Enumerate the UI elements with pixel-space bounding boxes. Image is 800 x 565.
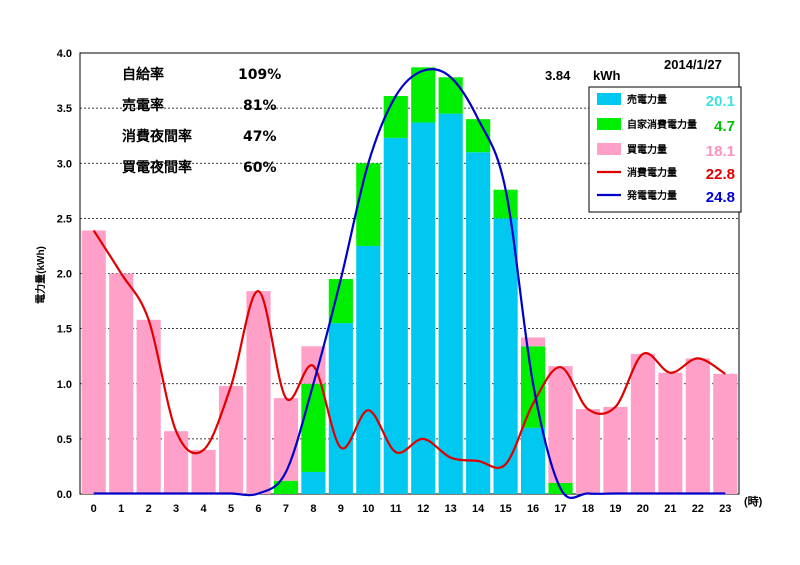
x-tick-label: 10: [362, 503, 374, 515]
x-tick-label: 14: [472, 503, 485, 515]
bar: [383, 95, 408, 138]
x-tick-label: 11: [390, 503, 402, 515]
bar: [411, 67, 436, 123]
x-tick-label: 9: [338, 503, 344, 515]
legend: 売電力量 20.1 自家消費電力量 4.7 買電力量 18.1 消費電力量 22.8 発電電力量…: [588, 86, 742, 213]
bar: [658, 372, 683, 494]
bar: [575, 409, 601, 494]
x-tick-label: 2: [146, 503, 152, 515]
y-tick-label: 2.0: [57, 269, 72, 281]
x-tick-label: 18: [582, 503, 594, 515]
stat-value: 60%: [243, 160, 277, 176]
legend-label: 消費電力量: [627, 166, 677, 179]
bar: [246, 291, 271, 494]
bar: [438, 77, 463, 114]
y-tick-label: 2.5: [57, 213, 72, 225]
legend-label: 売電力量: [627, 93, 667, 106]
bar: [328, 323, 353, 494]
x-tick-label: 0: [91, 503, 97, 515]
legend-value: 4.7: [714, 118, 735, 135]
x-tick-label: 22: [692, 503, 704, 515]
bar: [493, 218, 518, 494]
legend-label: 自家消費電力量: [627, 118, 697, 131]
bar: [218, 385, 244, 494]
stat-value: 81%: [243, 98, 277, 114]
y-tick-label: 3.0: [57, 158, 72, 170]
bar: [301, 471, 326, 494]
bar: [273, 480, 299, 494]
x-tick-label: 23: [719, 503, 731, 515]
bar: [356, 163, 381, 246]
x-tick-label: 13: [445, 503, 457, 515]
legend-value: 20.1: [706, 93, 735, 110]
peak-unit: kWh: [593, 68, 621, 83]
bar: [685, 358, 710, 494]
x-tick-label: 17: [554, 503, 566, 515]
bar: [191, 449, 216, 494]
bar: [411, 122, 436, 495]
bar: [301, 383, 326, 472]
x-tick-label: 15: [499, 503, 511, 515]
bar: [520, 337, 546, 347]
legend-swatch: [597, 118, 621, 130]
x-tick-label: 7: [283, 503, 289, 515]
bar: [630, 353, 655, 494]
x-tick-label: 12: [417, 503, 429, 515]
x-tick-label: 20: [637, 503, 649, 515]
bar: [164, 431, 189, 494]
y-tick-label: 0.5: [57, 434, 72, 446]
legend-label: 買電力量: [627, 143, 667, 156]
x-tick-label: 3: [173, 503, 179, 515]
bar: [713, 373, 738, 494]
bar: [383, 137, 408, 494]
x-tick-label: 16: [527, 503, 539, 515]
series-line: [92, 229, 726, 469]
y-tick-label: 0.0: [57, 489, 72, 501]
legend-value: 24.8: [706, 189, 735, 206]
line-series: [92, 68, 726, 499]
y-tick-label: 3.5: [57, 103, 72, 115]
bar: [273, 398, 299, 481]
chart-date: 2014/1/27: [664, 57, 722, 72]
legend-swatch: [597, 93, 621, 105]
y-axis-label: 電力量(kWh): [34, 246, 47, 304]
bar: [603, 406, 628, 494]
legend-value: 22.8: [706, 166, 735, 183]
series-line: [93, 68, 726, 499]
y-tick-label: 1.0: [57, 379, 72, 391]
bar: [520, 427, 546, 494]
y-tick-label: 1.5: [57, 324, 72, 336]
bar: [466, 152, 491, 494]
legend-swatch: [597, 143, 621, 155]
x-tick-label: 4: [201, 503, 208, 515]
stat-label: 消費夜間率: [122, 128, 192, 145]
stat-value: 109%: [238, 67, 281, 83]
x-axis: 0 1 2 3 4 5 6 7 8 9 10 11 12 13 14 15 16 17 18 19 20 21 22 23: [91, 503, 732, 515]
x-tick-label: 21: [664, 503, 676, 515]
stat-label: 買電夜間率: [122, 159, 192, 176]
bar: [356, 245, 381, 494]
bar: [328, 279, 353, 324]
y-tick-label: 4.0: [57, 48, 72, 60]
bar: [548, 366, 573, 483]
x-axis-label: (時): [744, 494, 763, 508]
x-tick-label: 19: [609, 503, 621, 515]
y-axis: 0.0 0.5 1.0 1.5 2.0 2.5 3.0 3.5 4.0: [57, 48, 72, 501]
x-tick-label: 1: [118, 503, 124, 515]
bar: [109, 273, 134, 494]
stat-value: 47%: [243, 129, 277, 145]
peak-value: 3.84: [545, 68, 571, 83]
bar: [438, 113, 463, 494]
x-tick-label: 6: [255, 503, 261, 515]
bar: [136, 319, 161, 494]
legend-label: 発電電力量: [626, 189, 677, 202]
bar: [81, 230, 106, 494]
stat-label: 自給率: [122, 66, 164, 83]
stat-label: 売電率: [122, 97, 164, 114]
stats-block: 自給率 109% 売電率 81% 消費夜間率 47% 買電夜間率 60%: [122, 66, 281, 176]
legend-value: 18.1: [706, 143, 735, 160]
x-tick-label: 8: [310, 503, 316, 515]
x-tick-label: 5: [228, 503, 234, 515]
